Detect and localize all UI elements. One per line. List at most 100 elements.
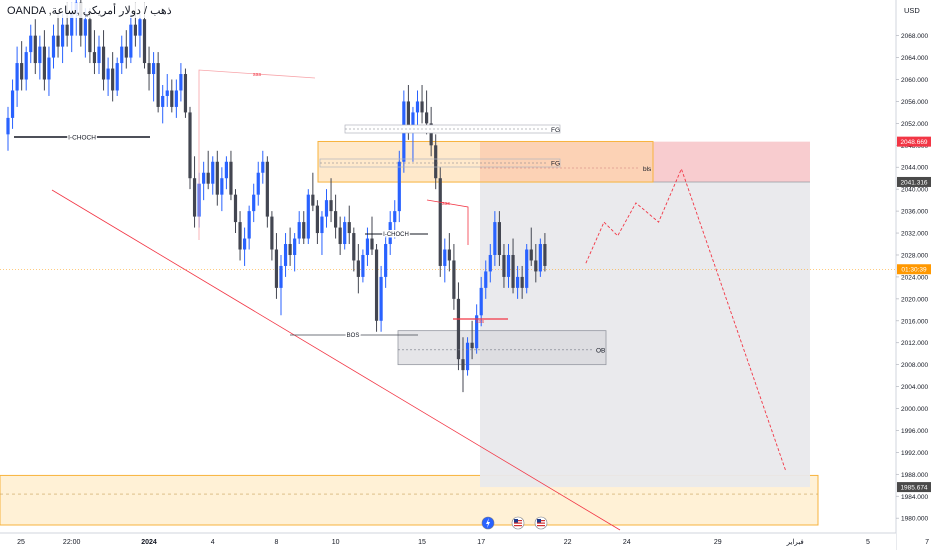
- candle[interactable]: [56, 13, 60, 58]
- candle-body[interactable]: [388, 222, 392, 245]
- candle-body[interactable]: [270, 216, 274, 250]
- candle[interactable]: [415, 90, 420, 129]
- candle-body[interactable]: [211, 161, 215, 184]
- candle[interactable]: [243, 227, 247, 266]
- candle[interactable]: [334, 194, 338, 239]
- candle-body[interactable]: [497, 222, 501, 255]
- candle[interactable]: [525, 244, 529, 294]
- candle-body[interactable]: [20, 63, 24, 80]
- candle-body[interactable]: [429, 123, 433, 146]
- candle-body[interactable]: [502, 254, 506, 277]
- candle-body[interactable]: [265, 161, 269, 217]
- candle[interactable]: [38, 35, 42, 80]
- candle[interactable]: [456, 282, 461, 371]
- candle[interactable]: [274, 233, 279, 299]
- candle[interactable]: [97, 35, 101, 75]
- candle[interactable]: [206, 150, 210, 190]
- candle-body[interactable]: [224, 161, 228, 179]
- candle-body[interactable]: [106, 68, 110, 80]
- candle-body[interactable]: [38, 46, 42, 64]
- candle[interactable]: [188, 106, 192, 190]
- candle[interactable]: [106, 57, 110, 96]
- candle-body[interactable]: [97, 46, 101, 64]
- candle[interactable]: [484, 260, 488, 299]
- candle[interactable]: [202, 161, 206, 201]
- candle-body[interactable]: [124, 46, 128, 58]
- candle-body[interactable]: [174, 90, 178, 107]
- candle-body[interactable]: [165, 90, 169, 96]
- candle[interactable]: [115, 57, 119, 96]
- candle-body[interactable]: [434, 145, 438, 179]
- candle[interactable]: [161, 84, 165, 124]
- candle[interactable]: [179, 63, 183, 102]
- candle[interactable]: [92, 30, 97, 75]
- candle[interactable]: [238, 211, 242, 261]
- candle[interactable]: [283, 233, 288, 277]
- candle-body[interactable]: [24, 52, 28, 80]
- candle[interactable]: [347, 205, 351, 245]
- candle[interactable]: [388, 211, 392, 255]
- candle-body[interactable]: [534, 260, 538, 272]
- candle-body[interactable]: [111, 68, 115, 91]
- candle[interactable]: [493, 211, 497, 266]
- candle-body[interactable]: [324, 200, 329, 217]
- candle-body[interactable]: [6, 117, 10, 135]
- price-badge[interactable]: 2048.669: [897, 136, 931, 147]
- candle-body[interactable]: [406, 101, 410, 129]
- candle-body[interactable]: [329, 200, 333, 212]
- candle-body[interactable]: [188, 112, 192, 179]
- price-badge[interactable]: 1985.674: [897, 482, 931, 493]
- candle-body[interactable]: [438, 178, 442, 266]
- candle[interactable]: [361, 249, 365, 283]
- candle[interactable]: [152, 52, 156, 102]
- candle[interactable]: [306, 189, 310, 245]
- candle-body[interactable]: [370, 238, 374, 250]
- candle[interactable]: [165, 74, 169, 107]
- candle[interactable]: [61, 13, 65, 64]
- candle[interactable]: [452, 244, 456, 310]
- candle-body[interactable]: [297, 222, 301, 239]
- candle[interactable]: [101, 30, 106, 91]
- candle[interactable]: [516, 265, 520, 299]
- candle-body[interactable]: [465, 342, 470, 371]
- candle-body[interactable]: [447, 249, 451, 261]
- candle[interactable]: [461, 337, 465, 393]
- candle-body[interactable]: [479, 287, 483, 316]
- candle[interactable]: [475, 304, 479, 354]
- candle[interactable]: [111, 52, 115, 102]
- candle[interactable]: [338, 216, 342, 255]
- candle[interactable]: [20, 41, 24, 91]
- candle-body[interactable]: [320, 216, 324, 234]
- candle-body[interactable]: [379, 276, 383, 321]
- candle-body[interactable]: [420, 101, 424, 113]
- candle-body[interactable]: [415, 101, 420, 113]
- candle-body[interactable]: [452, 260, 456, 299]
- candle-body[interactable]: [206, 172, 210, 184]
- candle[interactable]: [211, 156, 215, 195]
- candle-body[interactable]: [484, 271, 488, 288]
- candle-body[interactable]: [529, 249, 533, 261]
- candle-body[interactable]: [338, 227, 342, 245]
- candle[interactable]: [147, 46, 151, 91]
- candle-body[interactable]: [256, 172, 260, 195]
- candle-body[interactable]: [70, 13, 74, 36]
- candle-body[interactable]: [115, 63, 119, 91]
- candle[interactable]: [465, 337, 470, 376]
- candle[interactable]: [293, 233, 297, 272]
- candle[interactable]: [302, 211, 306, 245]
- candle[interactable]: [156, 52, 160, 113]
- candle[interactable]: [543, 233, 547, 272]
- lightning-icon[interactable]: [481, 516, 495, 530]
- candle-body[interactable]: [393, 211, 397, 223]
- candle-body[interactable]: [133, 24, 137, 36]
- candle[interactable]: [379, 265, 383, 332]
- price-badge[interactable]: 01:30:39: [897, 264, 931, 275]
- candle[interactable]: [124, 30, 128, 69]
- candle-body[interactable]: [470, 342, 474, 349]
- candle-body[interactable]: [92, 52, 97, 64]
- candle[interactable]: [42, 30, 46, 91]
- candle[interactable]: [374, 244, 379, 332]
- candle-body[interactable]: [129, 24, 133, 58]
- candle[interactable]: [315, 200, 319, 245]
- candle[interactable]: [343, 216, 347, 250]
